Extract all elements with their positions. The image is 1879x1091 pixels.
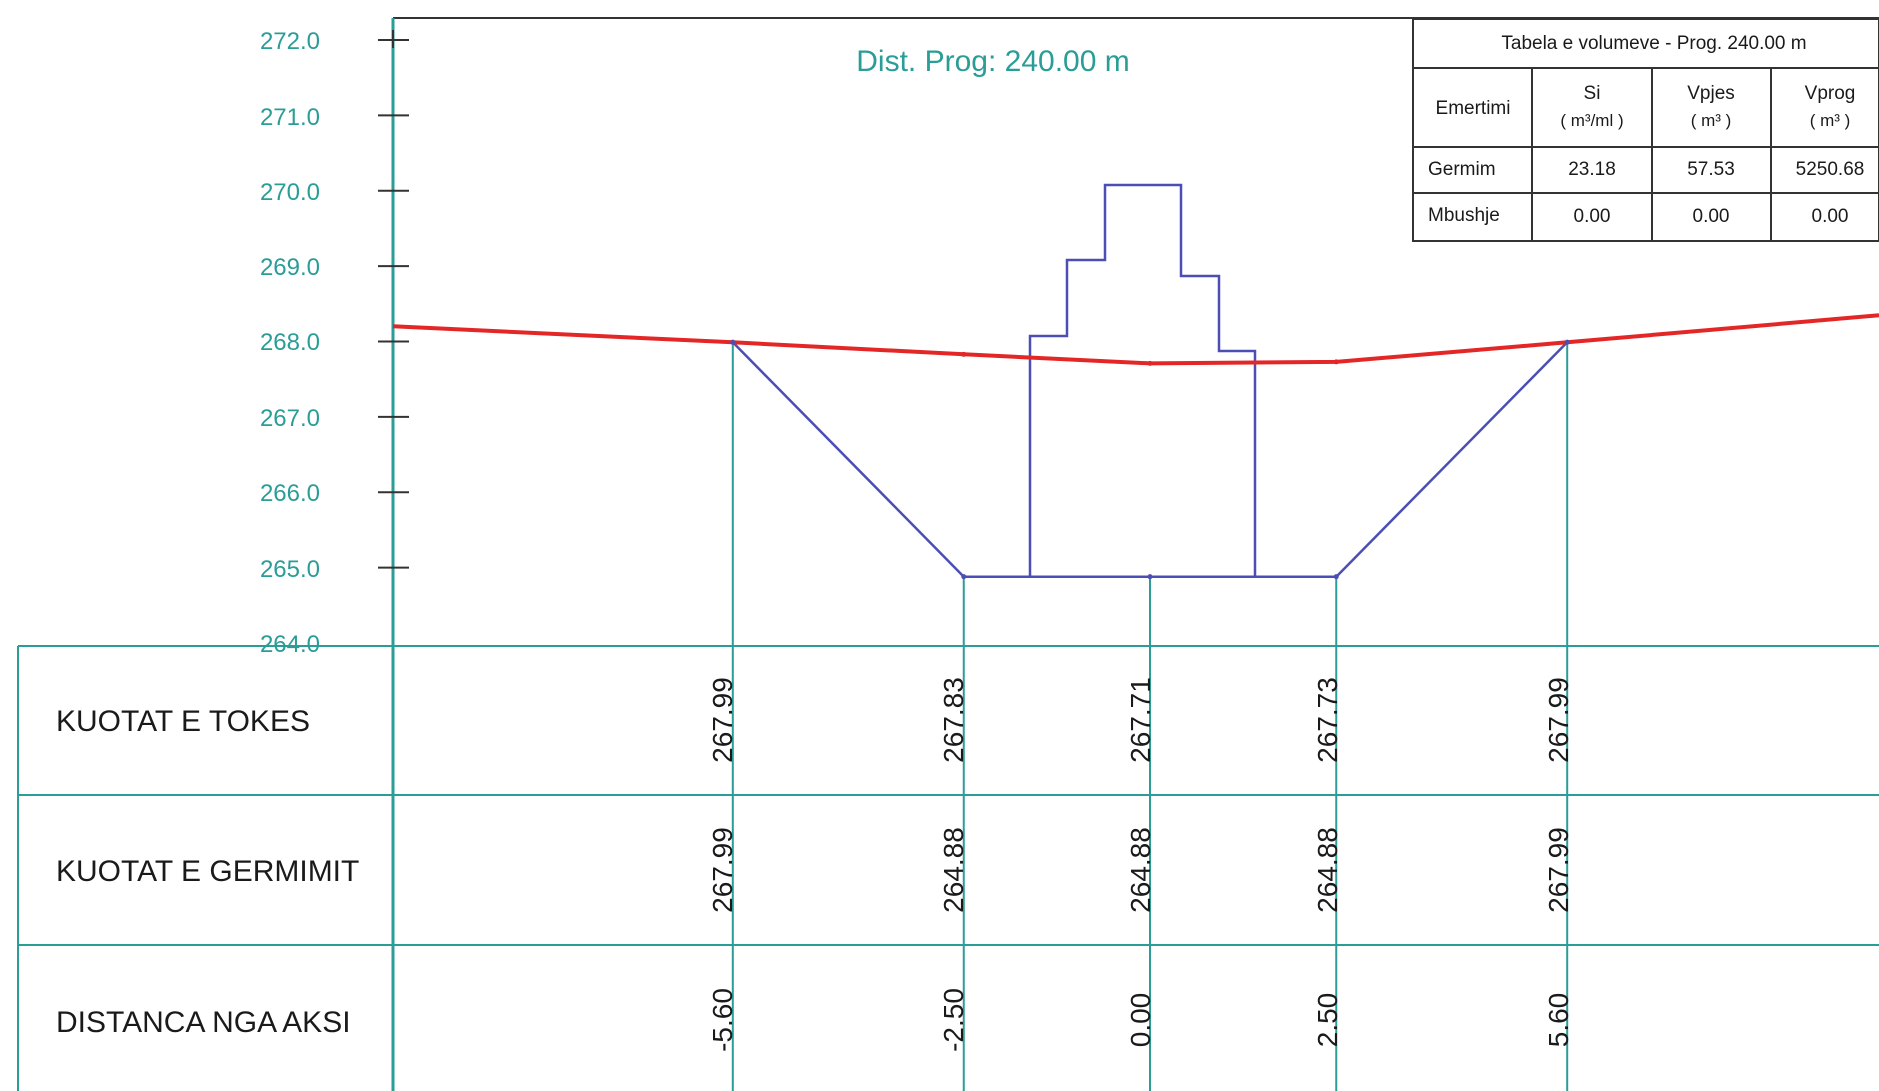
elevation-label: 272.0 (260, 28, 320, 55)
excavation-point (1564, 339, 1570, 345)
excavation-point (730, 339, 736, 345)
table-cell: 0.00 (1812, 206, 1849, 227)
excavation-section-line (731, 341, 1569, 578)
row-label-kuotat-e-tokes: KUOTAT E TOKES (56, 705, 310, 738)
elevation-label: 270.0 (260, 179, 320, 206)
table-cell: 0.00 (1693, 206, 1730, 227)
table-cell: 23.18 (1568, 159, 1616, 180)
table-cell: Mbushje (1428, 205, 1500, 226)
table-cell: 0.00 (1574, 206, 1611, 227)
axis-distance-value: 2.50 (1312, 993, 1343, 1048)
header-unit: ( m³ ) (1691, 111, 1732, 130)
table-cell: Germim (1428, 159, 1496, 180)
header-name: Emertimi (1436, 98, 1511, 119)
elevation-axis-labels: 272.0 271.0 270.0 269.0 268.0 267.0 266.… (260, 28, 320, 658)
excavation-elevation-value: 264.88 (1312, 827, 1343, 913)
ground-point (1147, 360, 1153, 366)
ground-elevation-value: 267.99 (1543, 677, 1574, 763)
excavation-elevation-value: 264.88 (938, 827, 969, 913)
elevation-label: 266.0 (260, 480, 320, 507)
volume-table-border (1412, 18, 1879, 242)
ground-elevation-value: 267.71 (1125, 677, 1156, 763)
ground-elevation-value: 267.99 (707, 677, 738, 763)
profile-values: 267.99 267.83 267.71 267.73 267.99 267.9… (707, 677, 1574, 1052)
axis-distance-value: -5.60 (707, 988, 738, 1052)
existing-ground-line (392, 313, 1879, 366)
excavation-point (961, 574, 967, 580)
section-series (392, 313, 1879, 1091)
row-label-kuotat-e-germimit: KUOTAT E GERMIMIT (56, 855, 359, 888)
axis-distance-value: -2.50 (938, 988, 969, 1052)
chainage-title: Dist. Prog: 240.00 m (856, 45, 1129, 78)
elevation-axis-ticks (378, 30, 409, 569)
header-unit: ( m³/ml ) (1560, 111, 1623, 130)
axis-distance-value: 5.60 (1543, 993, 1574, 1048)
volume-table-caption: Tabela e volumeve - Prog. 240.00 m (1501, 33, 1806, 54)
elevation-label: 264.0 (260, 631, 320, 658)
profile-row-labels: KUOTAT E TOKES KUOTAT E GERMIMIT DISTANC… (56, 705, 359, 1039)
elevation-label: 268.0 (260, 329, 320, 356)
excavation-point (1333, 574, 1339, 580)
volume-table: Tabela e volumeve - Prog. 240.00 m Emert… (1412, 18, 1879, 242)
excavation-elevation-value: 267.99 (707, 827, 738, 913)
axis-distance-value: 0.00 (1125, 993, 1156, 1048)
elevation-label: 265.0 (260, 556, 320, 583)
header-name: Si (1584, 83, 1601, 104)
excavation-point (1147, 574, 1153, 580)
road-structure-outline (1028, 183, 1257, 578)
ground-point (1333, 359, 1339, 365)
header-name: Vpjes (1687, 83, 1735, 104)
ground-point (961, 351, 967, 357)
header-name: Vprog (1805, 83, 1856, 104)
row-label-distanca-nga-aksi: DISTANCA NGA AKSI (56, 1006, 351, 1039)
header-unit: ( m³ ) (1810, 111, 1851, 130)
elevation-label: 269.0 (260, 254, 320, 281)
ground-elevation-value: 267.73 (1312, 677, 1343, 763)
table-cell: 57.53 (1687, 159, 1735, 180)
excavation-elevation-value: 264.88 (1125, 827, 1156, 913)
excavation-elevation-value: 267.99 (1543, 827, 1574, 913)
elevation-label: 271.0 (260, 104, 320, 131)
ground-elevation-value: 267.83 (938, 677, 969, 763)
table-cell: 5250.68 (1796, 159, 1865, 180)
pavement-structure (1028, 183, 1257, 578)
elevation-label: 267.0 (260, 405, 320, 432)
